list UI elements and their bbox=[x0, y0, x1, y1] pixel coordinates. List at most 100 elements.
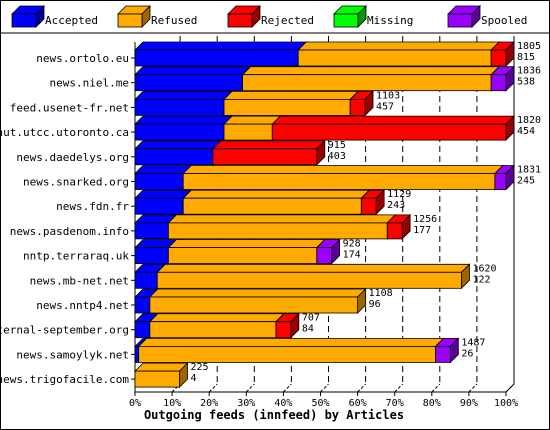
bar-segment-accepted bbox=[134, 189, 193, 216]
bar-value-label: 96 bbox=[369, 299, 381, 310]
bar-value-label: 84 bbox=[302, 324, 314, 335]
bar-value-label: 457 bbox=[376, 101, 394, 112]
grid-floor-line bbox=[245, 383, 255, 393]
category-label: news.ortolo.eu bbox=[36, 52, 129, 65]
grid-floor-line bbox=[357, 383, 366, 393]
bar-value-label: 122 bbox=[472, 274, 490, 285]
legend-item-missing: Missing bbox=[333, 5, 413, 28]
category-label: nntp.terraraq.uk bbox=[23, 250, 129, 263]
category-label: feed.usenet-fr.net bbox=[10, 101, 129, 114]
grid-floor-line bbox=[171, 383, 181, 393]
bar-segment-accepted bbox=[134, 90, 234, 117]
legend-swatch bbox=[447, 5, 481, 28]
bar-value-label: 174 bbox=[343, 250, 361, 261]
bar-value-label: 177 bbox=[413, 225, 431, 236]
legend-swatch bbox=[333, 5, 367, 28]
category-label: news.nntp4.net bbox=[36, 299, 129, 312]
category-label: eternal-september.org bbox=[0, 324, 129, 337]
bar-value-label: 1820 bbox=[517, 115, 541, 126]
grid-floor-line bbox=[320, 383, 329, 393]
bar-value-label: 245 bbox=[517, 176, 535, 187]
bar-segment-spooled bbox=[434, 337, 460, 364]
bar-value-label: 243 bbox=[387, 200, 405, 211]
category-label: news.snarked.org bbox=[23, 176, 129, 189]
x-tick-label: 50% bbox=[311, 398, 329, 409]
bar-segment-accepted bbox=[134, 65, 252, 92]
bar-row bbox=[134, 362, 189, 389]
bar-row bbox=[134, 189, 386, 216]
x-tick-label: 90% bbox=[460, 398, 478, 409]
grid-floor-line bbox=[208, 383, 218, 393]
legend-label: Spooled bbox=[481, 14, 527, 27]
bar-value-label: 928 bbox=[343, 239, 361, 250]
x-axis-depth-line bbox=[505, 383, 515, 393]
bar-value-label: 1836 bbox=[517, 66, 541, 77]
bar-row bbox=[134, 288, 367, 314]
bar-segment-rejected bbox=[490, 41, 515, 67]
category-label: news.niel.me bbox=[50, 77, 129, 90]
legend-label: Accepted bbox=[45, 14, 98, 27]
bar-value-label: 1805 bbox=[517, 41, 541, 52]
bar-row bbox=[134, 337, 460, 364]
bar-segment-rejected bbox=[349, 90, 374, 117]
bar-value-label: 1256 bbox=[413, 214, 437, 225]
bar-value-label: 403 bbox=[328, 151, 346, 162]
bar-segment-rejected bbox=[211, 139, 326, 166]
bar-value-label: 538 bbox=[517, 77, 535, 88]
bar-segment-accepted bbox=[134, 139, 222, 166]
bar-value-label: 1831 bbox=[517, 165, 541, 176]
bar-segment-refused bbox=[297, 41, 501, 67]
legend-label: Refused bbox=[151, 14, 197, 27]
grid-floor-line bbox=[283, 383, 292, 393]
bar-segment-accepted bbox=[134, 213, 178, 240]
legend-swatch bbox=[227, 5, 261, 28]
bar-segment-spooled bbox=[315, 238, 341, 265]
category-label: news.samoylyk.net bbox=[16, 348, 129, 361]
bar-value-label: 225 bbox=[191, 362, 209, 373]
legend-item-rejected: Rejected bbox=[227, 5, 314, 28]
bar-segment-refused bbox=[156, 263, 471, 290]
bar-segment-accepted bbox=[134, 115, 234, 142]
x-tick-label: 0% bbox=[129, 398, 141, 409]
bar-segment-rejected bbox=[271, 115, 515, 142]
bar-value-label: 1620 bbox=[472, 263, 496, 274]
x-tick-label: 30% bbox=[237, 398, 255, 409]
bar-segment-refused bbox=[182, 189, 371, 216]
grid-floor-line bbox=[431, 383, 441, 393]
legend-label: Missing bbox=[367, 14, 413, 27]
x-tick-label: 100% bbox=[494, 398, 518, 409]
bar-value-label: 1108 bbox=[369, 288, 393, 299]
bar-row bbox=[134, 41, 515, 67]
x-tick-label: 60% bbox=[349, 398, 367, 409]
x-tick-label: 80% bbox=[423, 398, 441, 409]
bar-segment-refused bbox=[241, 65, 501, 92]
bar-value-label: 26 bbox=[461, 348, 473, 359]
bar-row bbox=[134, 139, 326, 166]
bar-value-label: 1103 bbox=[376, 90, 400, 101]
bar-segment-refused bbox=[167, 213, 397, 240]
bar-segment-refused bbox=[182, 164, 504, 191]
legend-swatch bbox=[11, 5, 45, 28]
legend-item-accepted: Accepted bbox=[11, 5, 98, 28]
x-tick-label: 10% bbox=[163, 398, 181, 409]
x-tick-label: 40% bbox=[274, 398, 292, 409]
grid-floor-line bbox=[468, 383, 478, 393]
bar-row bbox=[134, 164, 515, 191]
bar-row bbox=[134, 65, 515, 92]
grid-floor-line bbox=[394, 383, 404, 393]
x-tick-label: 20% bbox=[200, 398, 218, 409]
category-label: news.pasdenom.info bbox=[10, 225, 129, 238]
bar-row bbox=[134, 263, 471, 290]
legend-label: Rejected bbox=[261, 14, 314, 27]
category-label: nut.utcc.utoronto.ca bbox=[0, 126, 129, 139]
bar-value-label: 1487 bbox=[461, 337, 485, 348]
bar-row bbox=[134, 238, 341, 265]
bar-segment-refused bbox=[223, 90, 360, 117]
bar-row bbox=[134, 115, 515, 142]
category-label: news.daedelys.org bbox=[16, 151, 129, 164]
bar-row bbox=[134, 90, 374, 117]
bar-segment-accepted bbox=[134, 41, 308, 67]
plot-area: 0% 10% 20% 30% 40% 50% 60% 70% 80% 90% 100% news.or… bbox=[0, 36, 541, 409]
